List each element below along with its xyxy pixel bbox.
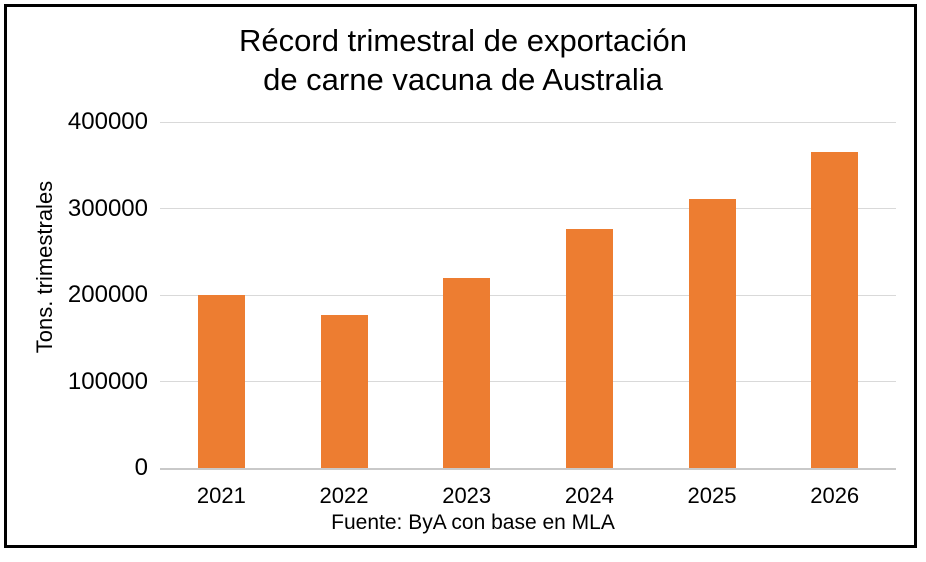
chart-title-line-1: Récord trimestral de exportación (239, 23, 687, 58)
source-caption: Fuente: ByA con base en MLA (331, 511, 615, 534)
chart-title-line-2: de carne vacuna de Australia (263, 62, 663, 97)
gridline-100000 (160, 381, 896, 382)
gridline-300000 (160, 208, 896, 209)
y-tick-label-200000: 200000 (67, 281, 148, 308)
y-tick-label-0: 0 (134, 454, 148, 481)
bar-2024 (565, 229, 613, 468)
bar-2023 (443, 277, 491, 468)
x-axis-tick-labels: 2021 2022 2023 2024 2025 2026 (160, 483, 896, 509)
x-tick-label-2024: 2024 (564, 483, 614, 508)
gridline-200000 (160, 294, 896, 296)
bar-2022 (320, 314, 368, 468)
bar-2025 (688, 199, 736, 468)
x-tick-label-2021: 2021 (196, 483, 246, 508)
y-tick-label-400000: 400000 (67, 108, 148, 135)
bar-2021 (197, 295, 245, 468)
y-tick-label-300000: 300000 (67, 194, 148, 222)
y-tick-label-100000: 100000 (67, 367, 148, 395)
gridline-400000 (160, 121, 896, 123)
bar-2026 (811, 152, 859, 468)
y-axis-tick-labels: 0 100000 200000 300000 400000 (0, 110, 148, 480)
x-tick-label-2022: 2022 (319, 483, 369, 508)
plot-area (160, 121, 896, 470)
x-tick-label-2023: 2023 (442, 483, 492, 508)
chart-title: Récord trimestral de exportación de carn… (0, 21, 926, 99)
x-tick-label-2025: 2025 (687, 483, 737, 508)
x-tick-label-2026: 2026 (810, 483, 860, 508)
